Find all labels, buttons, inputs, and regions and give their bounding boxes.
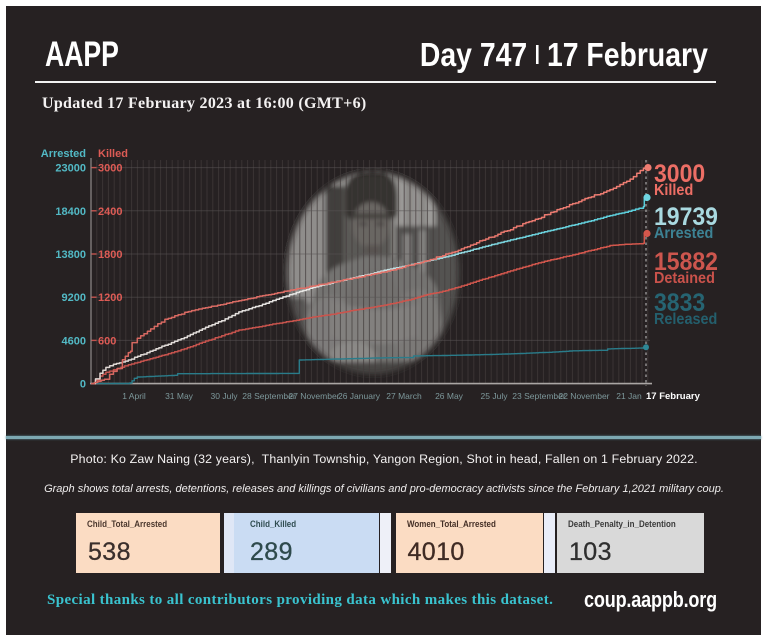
svg-text:26 May: 26 May — [435, 391, 464, 401]
svg-text:0: 0 — [80, 379, 86, 391]
svg-text:27 March: 27 March — [386, 391, 422, 401]
svg-text:1200: 1200 — [98, 292, 122, 304]
svg-text:27 November: 27 November — [288, 391, 339, 401]
svg-text:26 January: 26 January — [338, 391, 381, 401]
svg-text:30 July: 30 July — [211, 391, 239, 401]
svg-text:28 September: 28 September — [242, 391, 296, 401]
svg-text:31 May: 31 May — [165, 391, 194, 401]
svg-text:23 September: 23 September — [512, 391, 566, 401]
svg-text:3000: 3000 — [98, 163, 122, 175]
svg-text:9200: 9200 — [62, 292, 86, 304]
svg-text:17 February: 17 February — [646, 391, 701, 402]
svg-text:1800: 1800 — [98, 249, 122, 261]
svg-text:4600: 4600 — [62, 335, 86, 347]
svg-text:13800: 13800 — [55, 249, 86, 261]
svg-text:Killed: Killed — [98, 148, 128, 160]
svg-text:2400: 2400 — [98, 206, 122, 218]
svg-text:Arrested: Arrested — [41, 148, 86, 160]
svg-text:23000: 23000 — [55, 163, 86, 175]
svg-text:1 April: 1 April — [122, 391, 146, 401]
svg-text:600: 600 — [98, 335, 116, 347]
svg-text:25 July: 25 July — [481, 391, 509, 401]
svg-text:18400: 18400 — [55, 206, 86, 218]
svg-text:21 Jan: 21 Jan — [616, 391, 642, 401]
svg-text:22 November: 22 November — [558, 391, 609, 401]
